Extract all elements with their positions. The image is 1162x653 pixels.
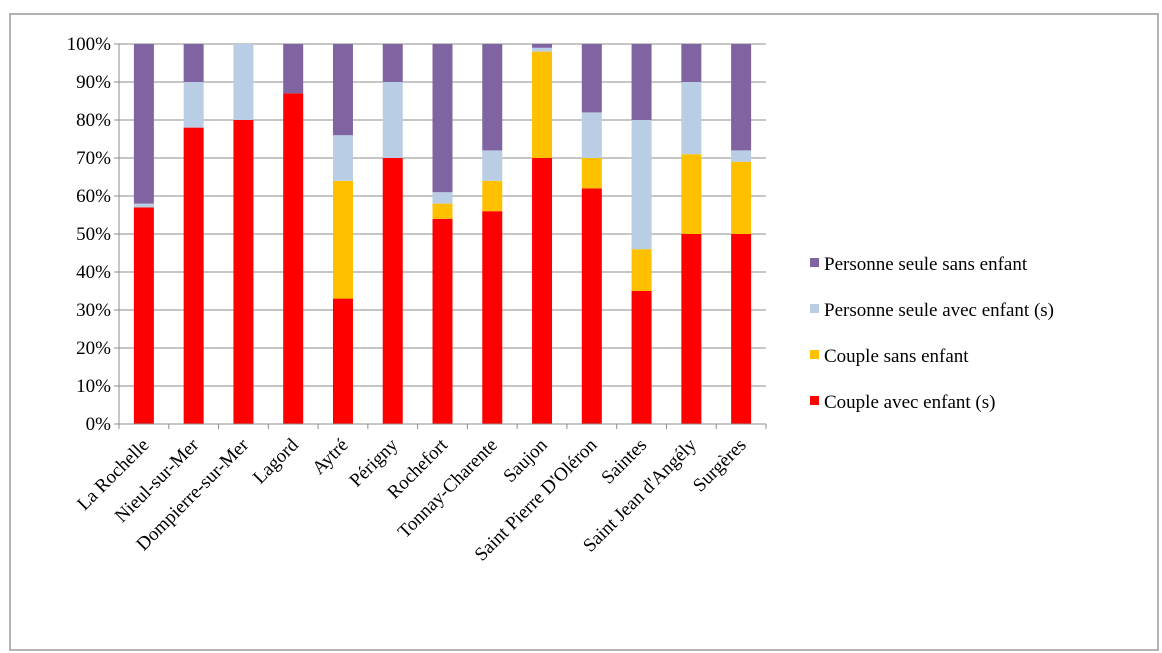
bar-segment	[432, 44, 453, 193]
bar-segment	[731, 161, 752, 234]
bar-segment	[382, 44, 403, 82]
bar-segment	[581, 158, 602, 189]
bar-segment	[631, 120, 652, 250]
bars	[133, 44, 752, 425]
bar-segment	[482, 44, 503, 151]
y-tick-label: 90%	[76, 72, 111, 93]
y-tick-label: 20%	[76, 338, 111, 359]
bar-segment	[183, 44, 204, 82]
bar-segment	[681, 44, 702, 82]
bar-segment	[432, 192, 453, 204]
bar-segment	[283, 44, 304, 94]
legend-swatch	[810, 350, 819, 359]
legend-entry-label: Personne seule avec enfant (s)	[824, 300, 1054, 321]
legend-swatch	[810, 304, 819, 313]
bar-segment	[233, 44, 254, 120]
bar-segment	[133, 203, 154, 208]
bar-segment	[681, 234, 702, 424]
y-tick-label: 30%	[76, 300, 111, 321]
bar-segment	[283, 93, 304, 425]
y-tick-label: 0%	[86, 414, 112, 435]
bar-segment	[332, 44, 353, 136]
bar-segment	[432, 203, 453, 219]
bar-segment	[482, 211, 503, 424]
bar-segment	[332, 180, 353, 299]
legend-entry-label: Couple sans enfant	[824, 346, 969, 367]
legend-entry-label: Couple avec enfant (s)	[824, 392, 995, 413]
bar-segment	[631, 249, 652, 291]
bar-segment	[631, 291, 652, 424]
y-tick-label: 40%	[76, 262, 111, 283]
legend-swatch	[810, 258, 819, 267]
bar-segment	[532, 44, 553, 48]
bar-segment	[581, 112, 602, 158]
bar-segment	[532, 47, 553, 52]
bar-segment	[382, 158, 403, 424]
y-tick-label: 100%	[67, 34, 112, 55]
bar-segment	[332, 135, 353, 181]
bar-segment	[432, 218, 453, 424]
bar-segment	[382, 82, 403, 158]
legend: Personne seule sans enfant Personne seule…	[810, 254, 1054, 413]
bar-segment	[731, 44, 752, 151]
bar-segment	[183, 127, 204, 424]
y-tick-label: 50%	[76, 224, 111, 245]
bar-segment	[133, 44, 154, 204]
bar-segment	[581, 188, 602, 424]
axes	[114, 43, 767, 429]
bar-segment	[631, 44, 652, 120]
bar-segment	[183, 82, 204, 128]
y-tick-label: 60%	[76, 186, 111, 207]
bar-segment	[681, 82, 702, 155]
bar-segment	[482, 180, 503, 212]
y-tick-label: 70%	[76, 148, 111, 169]
bar-segment	[581, 44, 602, 113]
bar-segment	[332, 298, 353, 424]
bar-segment	[482, 150, 503, 181]
bar-segment	[532, 51, 553, 158]
y-tick-labels: 0% 10% 20% 30% 40% 50% 60% 70% 80% 90% 100%	[67, 34, 112, 435]
bar-segment	[233, 120, 254, 424]
legend-entry-label: Personne seule sans enfant	[824, 254, 1028, 275]
bar-segment	[731, 150, 752, 162]
bar-segment	[133, 207, 154, 424]
bar-segment	[731, 234, 752, 424]
y-tick-label: 10%	[76, 376, 111, 397]
bar-segment	[681, 154, 702, 234]
legend-swatch	[810, 396, 819, 405]
y-tick-label: 80%	[76, 110, 111, 131]
bar-segment	[532, 158, 553, 424]
